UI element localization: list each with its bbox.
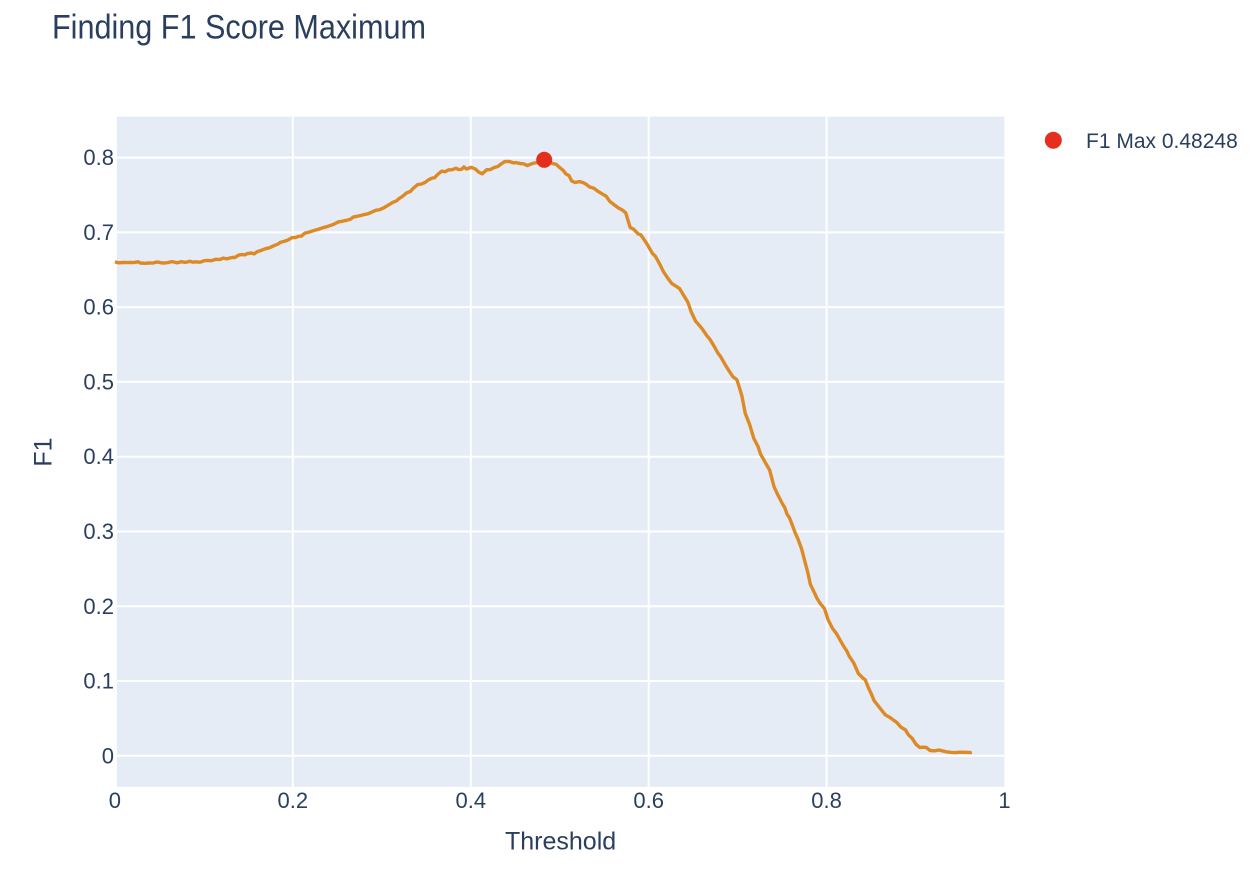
svg-text:F1: F1 — [30, 437, 58, 466]
svg-text:F1 Max 0.48248: F1 Max 0.48248 — [1086, 130, 1238, 153]
svg-text:0.4: 0.4 — [456, 788, 487, 813]
svg-text:1: 1 — [998, 788, 1010, 813]
svg-text:0.8: 0.8 — [83, 145, 114, 170]
svg-text:0: 0 — [109, 788, 121, 813]
svg-text:0.2: 0.2 — [278, 788, 309, 813]
svg-text:0.6: 0.6 — [83, 295, 114, 320]
svg-text:0: 0 — [102, 743, 114, 768]
svg-text:0.5: 0.5 — [83, 369, 114, 394]
svg-text:0.4: 0.4 — [83, 444, 114, 469]
svg-text:0.7: 0.7 — [83, 220, 114, 245]
svg-text:0.3: 0.3 — [83, 519, 114, 544]
svg-text:0.2: 0.2 — [83, 594, 114, 619]
svg-text:0.6: 0.6 — [633, 788, 664, 813]
svg-text:Threshold: Threshold — [505, 828, 616, 856]
svg-text:0.8: 0.8 — [811, 788, 842, 813]
svg-text:Finding F1 Score Maximum: Finding F1 Score Maximum — [52, 8, 426, 46]
svg-text:0.1: 0.1 — [83, 669, 114, 694]
